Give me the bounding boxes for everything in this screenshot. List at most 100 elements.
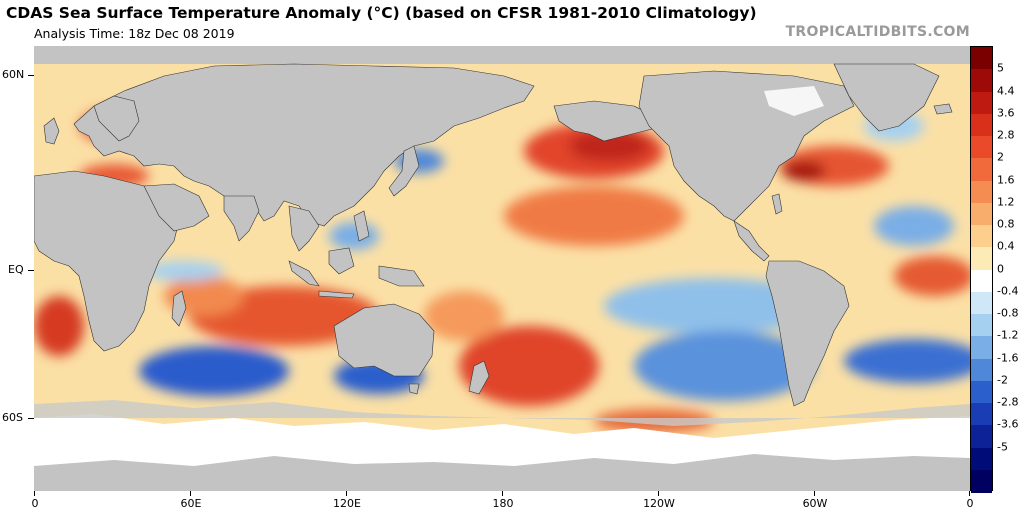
australia	[333, 303, 435, 377]
colorbar-label: -0.4	[997, 284, 1019, 298]
warm-patch-npac-core	[569, 130, 649, 162]
antarctica-land	[34, 454, 970, 491]
colorbar-label: 2	[997, 150, 1004, 164]
warm-patch-central-npac	[504, 186, 684, 246]
colorbar-segment	[971, 113, 992, 137]
colorbar-segment	[971, 469, 992, 493]
y-tick-eq	[28, 270, 34, 271]
x-label-60e: 60E	[180, 497, 202, 510]
x-tick-120w	[658, 491, 659, 496]
colorbar-label: 0.4	[997, 239, 1015, 253]
colorbar-segment	[971, 47, 992, 70]
colorbar-segment	[971, 291, 992, 315]
colorbar-segment	[971, 336, 992, 359]
colorbar-segment	[971, 180, 992, 204]
cool-patch-equator-indian	[144, 261, 224, 281]
arabia	[143, 183, 210, 232]
central-america	[733, 220, 770, 262]
colorbar-label: 5	[997, 61, 1004, 75]
colorbar-segment	[971, 136, 992, 159]
borneo	[328, 247, 355, 275]
colorbar-label: -0.8	[997, 306, 1019, 320]
x-label-120w: 120W	[643, 497, 675, 510]
x-label-0-left: 0	[31, 497, 39, 510]
x-label-120e: 120E	[333, 497, 361, 510]
new-guinea	[378, 265, 425, 287]
colorbar-segment	[971, 358, 992, 382]
colorbar-label: 2.8	[997, 128, 1015, 142]
india	[223, 195, 260, 242]
alaska	[553, 100, 665, 142]
colorbar-label: -1.2	[997, 328, 1019, 342]
greenland	[833, 63, 940, 132]
colorbar-label: 1.2	[997, 195, 1015, 209]
colorbar-segment	[971, 158, 992, 181]
x-tick-60w	[814, 491, 815, 496]
colorbar	[970, 46, 993, 493]
analysis-time: Analysis Time: 18z Dec 08 2019	[34, 26, 235, 41]
colorbar-label: -5	[997, 440, 1008, 453]
cool-patch-trop-atl	[874, 206, 954, 246]
colorbar-segment	[971, 380, 992, 404]
cool-patch-s-atl	[844, 339, 970, 383]
south-america	[765, 260, 850, 407]
colorbar-segment	[971, 269, 992, 293]
y-label-60n: 60N	[2, 68, 25, 81]
british-isles	[43, 117, 60, 145]
colorbar-segment	[971, 247, 992, 270]
x-tick-180	[502, 491, 503, 496]
x-label-180: 180	[492, 497, 514, 510]
site-credit: TROPICALTIDBITS.COM	[785, 24, 970, 40]
florida	[771, 193, 783, 215]
x-tick-120e	[346, 491, 347, 496]
madagascar	[171, 290, 187, 327]
colorbar-label: -3.6	[997, 417, 1019, 431]
arctic-land-strip	[34, 46, 970, 64]
colorbar-segment	[971, 447, 992, 471]
x-tick-60e	[190, 491, 191, 496]
sea-ice-band	[34, 400, 970, 426]
cool-patch-epac	[604, 278, 824, 334]
colorbar-label: -1.6	[997, 351, 1019, 364]
warm-patch-sw-pac	[424, 291, 504, 341]
x-tick-0-right	[969, 491, 970, 496]
colorbar-label: 0	[997, 262, 1004, 275]
scandinavia	[93, 95, 140, 142]
sumatra	[288, 260, 320, 287]
warm-patch-us-east	[782, 161, 826, 181]
warm-patch-west-africa	[34, 296, 84, 356]
iceland	[933, 103, 953, 115]
colorbar-label: 0.8	[997, 217, 1015, 231]
warm-patch-tropical-atl	[894, 256, 970, 296]
arctic-sea-ice	[764, 86, 824, 116]
y-label-60s: 60S	[2, 411, 23, 424]
philippines	[353, 210, 370, 242]
colorbar-segment	[971, 403, 992, 426]
japan	[388, 145, 420, 197]
y-tick-60s	[28, 418, 34, 419]
java	[318, 290, 355, 299]
warm-patch-south-pac	[459, 326, 599, 406]
colorbar-segment	[971, 91, 992, 115]
y-label-eq: EQ	[8, 263, 24, 276]
colorbar-label: 1.6	[997, 173, 1015, 186]
colorbar-label: -2.8	[997, 395, 1019, 409]
eurasia	[73, 63, 535, 227]
cool-patch-west-pac	[329, 222, 379, 250]
sst-anomaly-map	[34, 46, 970, 491]
indochina	[288, 205, 320, 252]
colorbar-segment	[971, 225, 992, 248]
cool-patch-s-indian	[139, 346, 289, 396]
x-label-0-right: 0	[966, 497, 974, 510]
colorbar-label: 3.6	[997, 106, 1015, 120]
colorbar-segment	[971, 314, 992, 337]
y-tick-60n	[28, 75, 34, 76]
colorbar-segment	[971, 69, 992, 92]
colorbar-label: 4.4	[997, 84, 1015, 97]
map-title: CDAS Sea Surface Temperature Anomaly (°C…	[6, 4, 757, 22]
x-tick-0-left	[34, 491, 35, 496]
colorbar-label: -2	[997, 373, 1008, 387]
colorbar-segment	[971, 202, 992, 226]
new-zealand	[468, 360, 490, 395]
cool-patch-se-pac	[634, 331, 814, 401]
